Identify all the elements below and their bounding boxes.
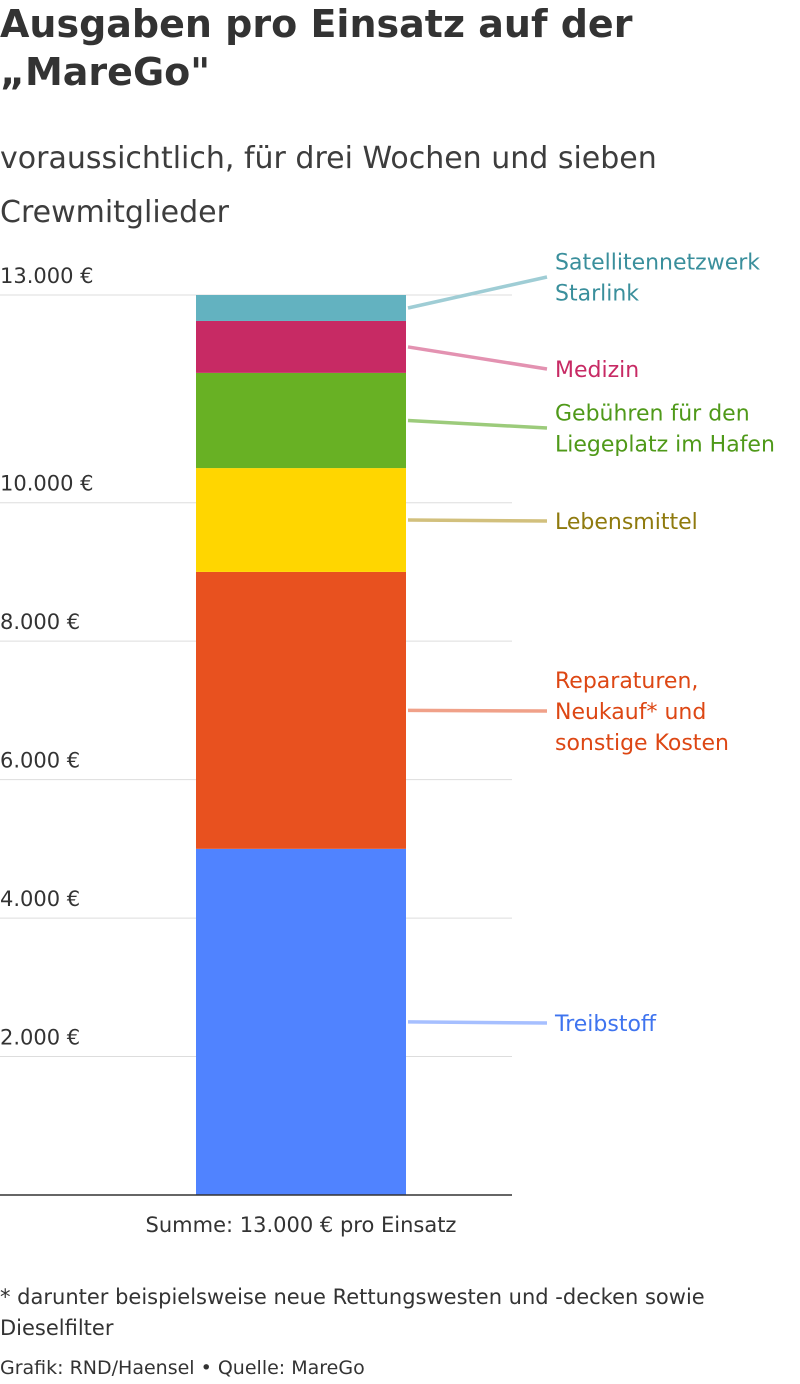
y-tick-label-4000: 4.000 € xyxy=(0,887,80,911)
bar-segment-1 xyxy=(196,848,406,1195)
series-label-1-line-1: Treibstoff xyxy=(554,1012,657,1037)
series-label-6-line-2: Starlink xyxy=(555,282,639,307)
y-tick-label-8000: 8.000 € xyxy=(0,610,80,634)
series-label-4-line-2: Liegeplatz im Hafen xyxy=(555,433,775,458)
y-tick-label-2000: 2.000 € xyxy=(0,1026,80,1050)
footnote: * darunter beispielsweise neue Rettungsw… xyxy=(0,1285,705,1340)
series-label-2-line-3: sonstige Kosten xyxy=(555,731,729,756)
chart-subtitle: voraussichtlich, für drei Wochen und sie… xyxy=(0,141,657,230)
series-label-3-line-1: Lebensmittel xyxy=(555,510,698,535)
y-tick-label-13000: 13.000 € xyxy=(0,264,94,288)
series-label-2-line-2: Neukauf* und xyxy=(555,700,706,725)
stacked-bar-chart: 2.000 € 4.000 € 6.000 € 8.000 € 10.000 € 13.0… xyxy=(0,251,775,1237)
bar-segment-6 xyxy=(196,295,406,321)
leader-line-4 xyxy=(407,418,548,430)
chart-title: Ausgaben pro Einsatz auf der „MareGo" xyxy=(0,0,800,96)
leader-line-6 xyxy=(407,275,548,310)
leader-line-2 xyxy=(407,708,548,713)
leader-line-1 xyxy=(407,1020,548,1025)
bar-segment-2 xyxy=(196,571,406,849)
chart-title-line-2: „MareGo" xyxy=(0,50,211,94)
series-label-4-line-1: Gebühren für den xyxy=(555,402,750,427)
bar-segment-4 xyxy=(196,372,406,469)
series-label-6-line-1: Satellitennetzwerk xyxy=(555,251,760,276)
series-label-5-line-1: Medizin xyxy=(555,358,639,383)
category-label: Summe: 13.000 € pro Einsatz xyxy=(146,1213,457,1237)
source-credit: Grafik: RND/Haensel • Quelle: MareGo xyxy=(0,1357,365,1379)
leader-line-3 xyxy=(407,518,548,523)
bar-segment-5 xyxy=(196,320,406,373)
series-label-2-line-1: Reparaturen, xyxy=(555,669,698,694)
chart-title-line-1: Ausgaben pro Einsatz auf der xyxy=(0,2,633,46)
y-tick-label-6000: 6.000 € xyxy=(0,749,80,773)
bar-segment-3 xyxy=(196,468,406,572)
y-tick-label-10000: 10.000 € xyxy=(0,472,94,496)
leader-line-5 xyxy=(407,345,548,371)
